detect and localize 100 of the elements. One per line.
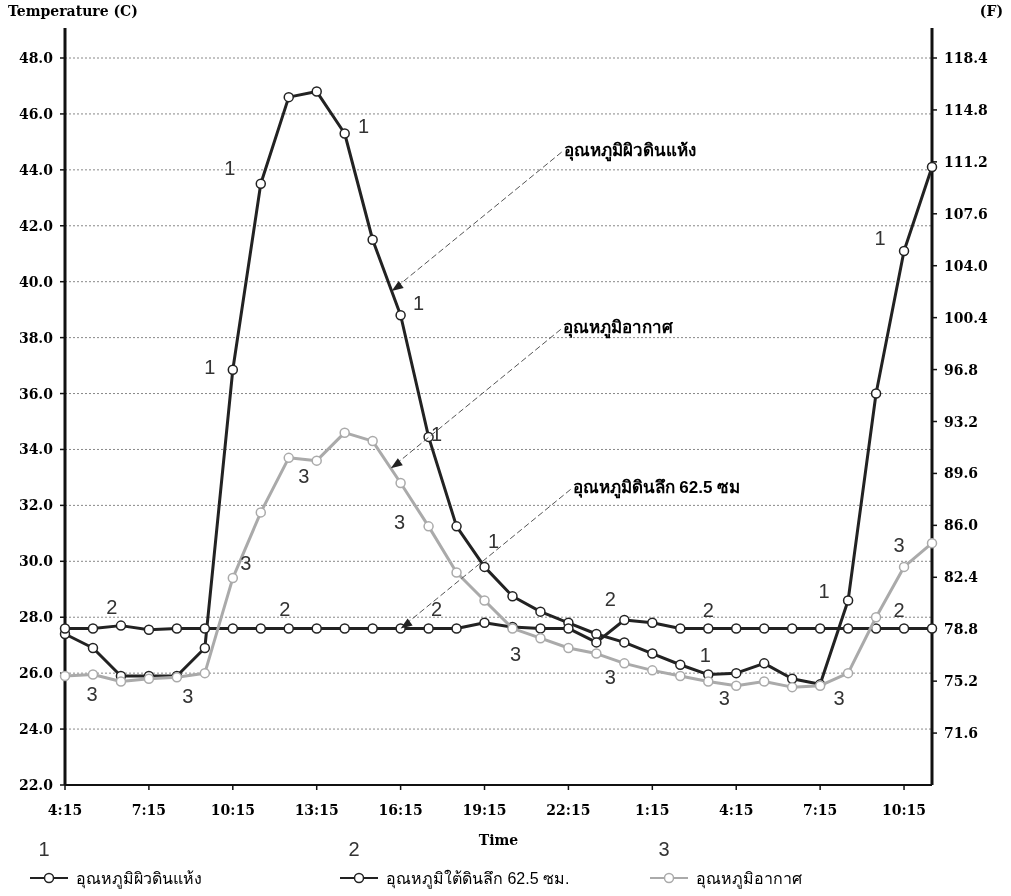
y-tick-label: 48.0 (18, 50, 54, 66)
y2-axis-title: (F) (979, 3, 1003, 19)
point (619, 637, 630, 648)
y-tick-label: 44.0 (18, 161, 54, 178)
annotation: 2 (279, 597, 291, 620)
y-tick-label: 38.0 (18, 329, 54, 346)
legend-label: อุณหภูมิผิวดินแห้ง (76, 870, 202, 889)
point (870, 388, 882, 399)
point (367, 623, 378, 634)
point (451, 623, 462, 634)
point (451, 521, 462, 532)
point (87, 642, 99, 654)
point (786, 681, 798, 693)
y2-tick-label: 100.4 (944, 309, 989, 326)
y2-tick-label: 78.8 (944, 621, 979, 638)
x-tick-label: 10:15 (210, 802, 255, 818)
y-tick-label: 46.0 (18, 105, 54, 122)
x-tick-label: 7:15 (802, 802, 838, 818)
point (814, 623, 826, 634)
annotation: 1 (204, 356, 216, 379)
point (311, 623, 322, 634)
y-tick-label: 32.0 (18, 497, 54, 514)
point (758, 623, 770, 634)
point (619, 614, 630, 626)
point (730, 667, 742, 679)
annotation: 2 (702, 598, 714, 621)
point (395, 310, 406, 321)
point (730, 680, 742, 691)
point (227, 623, 239, 634)
legend-label: อุณหภูมิอากาศ (696, 870, 802, 889)
x-axis-title: Time (478, 832, 519, 848)
point (283, 91, 294, 103)
point (898, 245, 910, 257)
annotation: 1 (487, 530, 500, 553)
point (898, 561, 910, 573)
point (675, 623, 686, 634)
point (675, 670, 686, 682)
annotation: 3 (509, 642, 522, 665)
legend-entry: อุณหภูมิผิวดินแห้ง (29, 870, 202, 887)
annotation: 2 (604, 587, 616, 610)
point (367, 234, 378, 245)
y-axis-title: Temperature (C) (8, 3, 138, 19)
point (227, 572, 239, 584)
text: 2 (348, 838, 360, 860)
point (87, 623, 99, 634)
y-tick-label: 24.0 (18, 721, 54, 738)
point (311, 455, 322, 466)
annotation: 2 (431, 597, 443, 620)
legend-entry: อุณหภูมิอากาศ (649, 870, 802, 887)
y-tick-label: 40.0 (18, 273, 54, 290)
annotation: 3 (182, 684, 194, 707)
point (115, 676, 127, 687)
point (115, 620, 127, 631)
point (199, 623, 211, 634)
annotation: 1 (874, 227, 886, 250)
point (479, 595, 490, 606)
point (283, 623, 294, 634)
point (870, 611, 882, 623)
annotation: 1 (431, 423, 443, 446)
y2-tick-label: 104.0 (944, 257, 989, 274)
point (339, 623, 350, 634)
y2-tick-label: 107.6 (944, 205, 988, 222)
annotation: 1 (818, 579, 830, 602)
point (451, 567, 462, 578)
y-tick-label: 42.0 (18, 217, 54, 234)
annotation: 3 (86, 682, 98, 705)
point (199, 667, 211, 679)
point (479, 561, 490, 573)
point (87, 669, 99, 680)
point (535, 632, 546, 644)
y2-tick-label: 118.4 (944, 50, 989, 66)
x-tick-label: 4:15 (47, 802, 83, 818)
y-tick-label: 22.0 (18, 777, 54, 793)
y2-tick-label: 111.2 (944, 153, 988, 170)
x-tick-label: 16:15 (378, 802, 423, 818)
annotation: 1 (224, 157, 236, 180)
point (647, 648, 658, 659)
legend-entry: อุณหภูมิใต้ดินลึก 62.5 ซม. (339, 870, 570, 887)
annotation: 2 (106, 595, 118, 618)
y2-tick-label: 82.4 (944, 569, 979, 586)
point (675, 659, 686, 671)
point (535, 606, 546, 617)
x-tick-label: 4:15 (719, 802, 754, 818)
y-tick-label: 36.0 (18, 385, 54, 402)
y-tick-label: 26.0 (18, 665, 54, 682)
point (758, 676, 770, 687)
text: 3 (658, 838, 670, 860)
point (898, 623, 910, 634)
point (758, 658, 770, 669)
annotation: 1 (699, 643, 711, 666)
point (395, 477, 406, 489)
annotation: อุณหภูมิอากาศ (562, 318, 674, 340)
point (926, 537, 938, 549)
annotation: 3 (604, 665, 616, 688)
point (423, 521, 434, 532)
point (563, 623, 574, 634)
point (591, 637, 602, 648)
x-tick-label: 10:15 (881, 802, 927, 818)
annotation: 3 (298, 465, 310, 488)
annotation: อุณหภูมิดินลึก 62.5 ซม (572, 478, 741, 500)
